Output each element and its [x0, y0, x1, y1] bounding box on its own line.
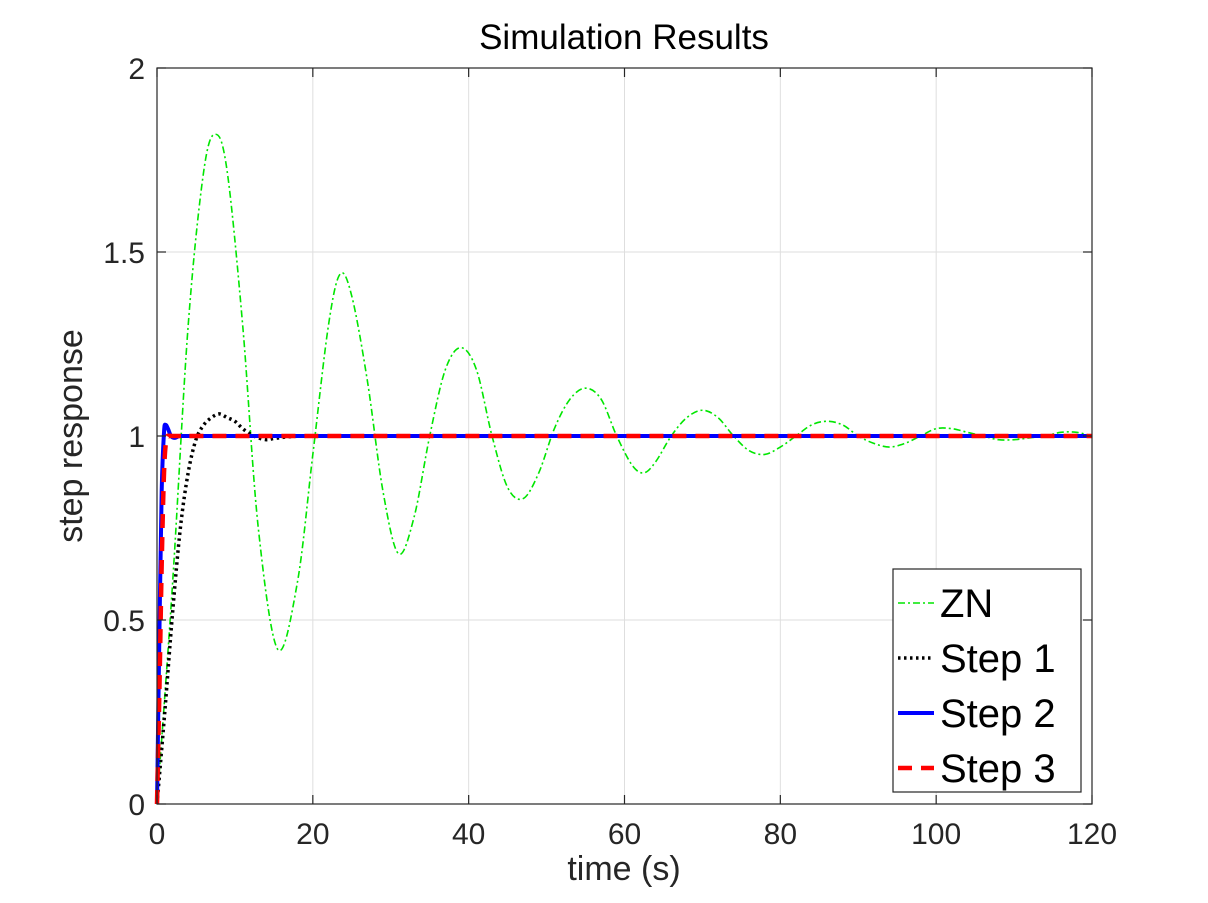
legend-label: Step 3	[940, 747, 1056, 791]
x-tick-label: 120	[1067, 818, 1117, 851]
axis-ticks: 0 20 40 60 80 100 120 0 0.5 1 1.5 2	[103, 53, 1117, 851]
y-tick-label: 1.5	[103, 237, 145, 270]
series-line-zn	[156, 133, 1093, 805]
legend: ZN Step 1 Step 2 Step 3	[892, 568, 1082, 793]
x-tick-label: 0	[149, 818, 166, 851]
series-line-step-1	[155, 412, 1092, 805]
series-group	[154, 133, 1093, 805]
chart-title: Simulation Results	[479, 18, 769, 57]
y-tick-label: 1	[128, 421, 145, 454]
x-tick-label: 60	[608, 818, 641, 851]
legend-label: Step 2	[940, 692, 1056, 736]
x-axis-title: time (s)	[567, 850, 680, 888]
y-axis-title: step response	[52, 329, 90, 543]
y-tick-label: 2	[128, 53, 145, 86]
y-tick-label: 0	[128, 789, 145, 822]
y-tick-label: 0.5	[103, 605, 145, 638]
x-tick-label: 80	[764, 818, 797, 851]
legend-box	[892, 568, 1082, 793]
legend-label: ZN	[940, 582, 993, 626]
x-tick-label: 100	[911, 818, 961, 851]
series-line-step-3	[154, 433, 1092, 805]
x-tick-label: 40	[452, 818, 485, 851]
legend-label: Step 1	[940, 637, 1056, 681]
x-tick-label: 20	[296, 818, 329, 851]
